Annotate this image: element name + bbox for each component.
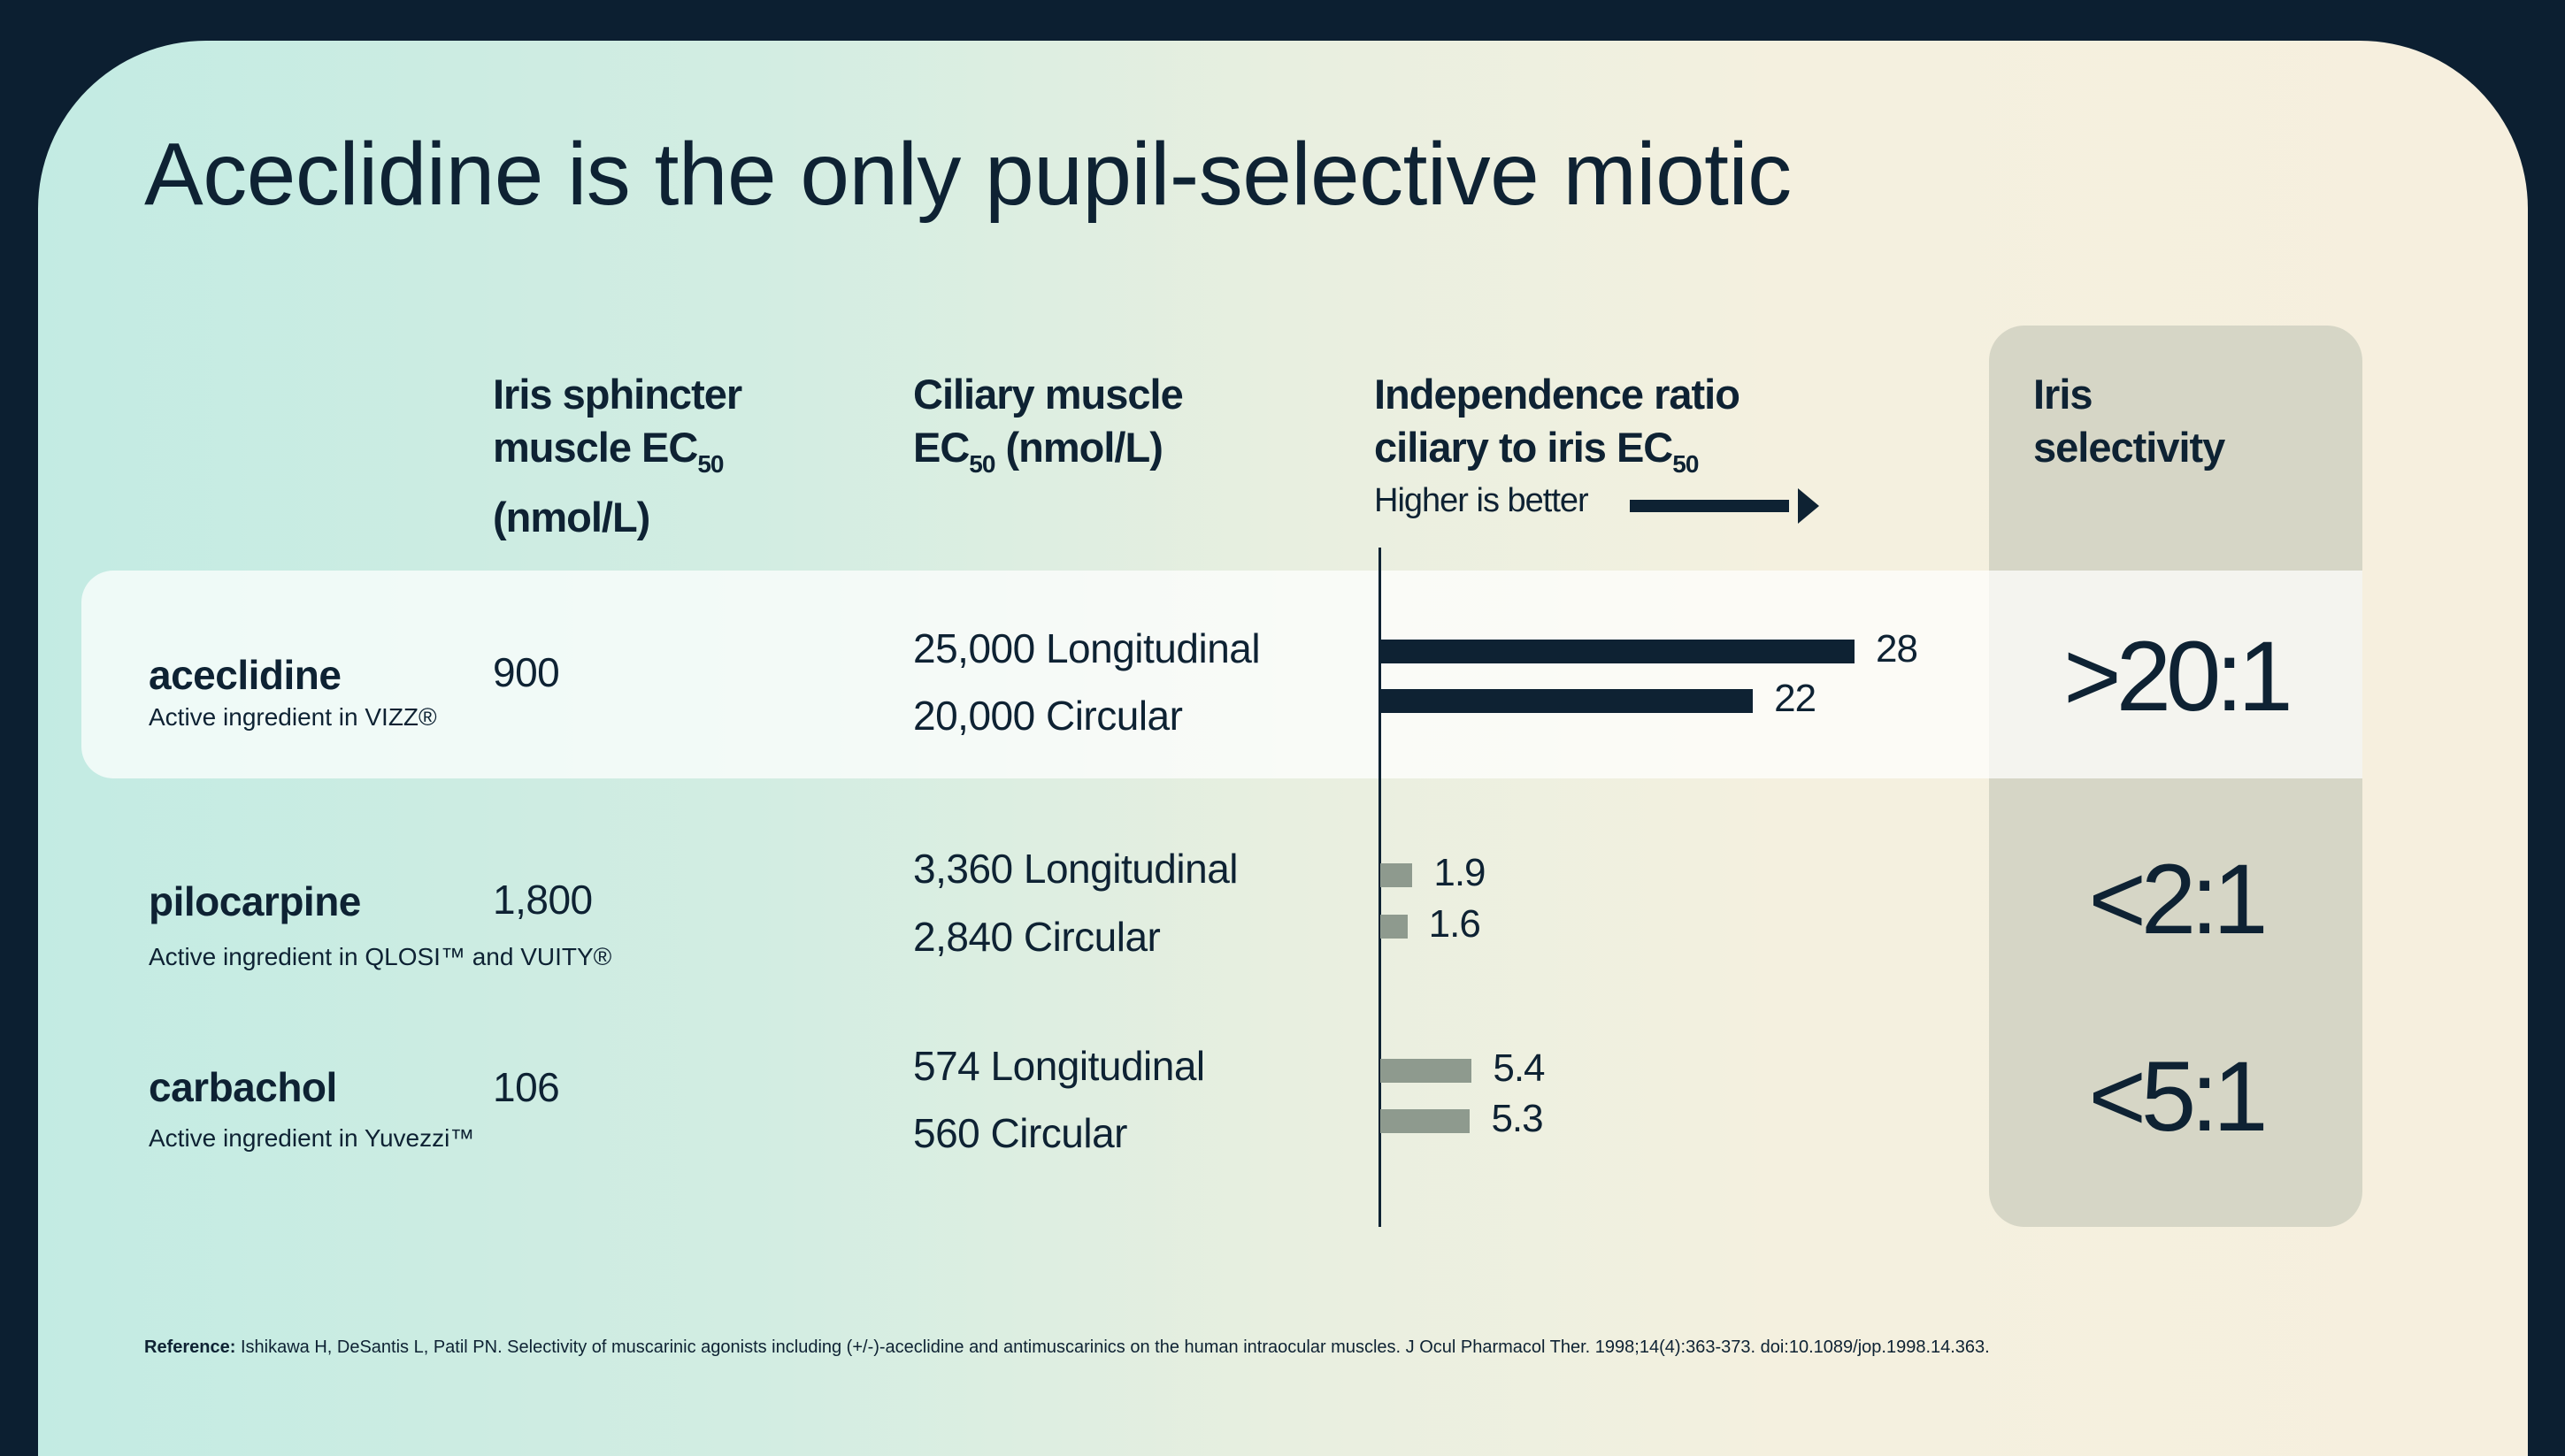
drug-name-pilocarpine: pilocarpine — [149, 878, 361, 924]
ciliary-longitudinal-value: 3,360 Longitudinal — [913, 846, 1239, 892]
header-text: muscle EC50 — [493, 421, 741, 491]
bar-value-label: 1.9 — [1433, 851, 1486, 894]
reference-footnote: Reference: Ishikawa H, DeSantis L, Patil… — [144, 1337, 1990, 1358]
aceclidine-highlight-row — [81, 571, 2362, 778]
bar-pilocarpine-circular — [1380, 915, 1408, 939]
bar-carbachol-longitudinal — [1380, 1059, 1472, 1083]
header-text: Iris — [2033, 371, 2093, 418]
drug-name-carbachol: carbachol — [149, 1064, 337, 1110]
header-text: ciliary to iris EC — [1374, 424, 1673, 471]
ciliary-circular-value: 560 Circular — [913, 1110, 1128, 1156]
bar-aceclidine-circular — [1380, 689, 1754, 713]
iris-ec50-value: 900 — [493, 649, 560, 695]
iris-ec50-value: 1,800 — [493, 877, 593, 923]
chart-axis-line — [1378, 548, 1381, 1227]
ciliary-circular-value: 20,000 Circular — [913, 693, 1183, 739]
drug-name-aceclidine: aceclidine — [149, 652, 342, 698]
bar-pilocarpine-longitudinal — [1380, 863, 1413, 887]
header-independence-ratio: Independence ratio ciliary to iris EC50 — [1374, 368, 1740, 491]
ciliary-circular-value: 2,840 Circular — [913, 914, 1161, 960]
bar-aceclidine-longitudinal — [1380, 640, 1855, 663]
arrow-right-icon — [1630, 500, 1789, 512]
header-text: Independence ratio — [1374, 371, 1740, 418]
reference-text: Ishikawa H, DeSantis L, Patil PN. Select… — [235, 1337, 1990, 1357]
bar-value-label: 5.3 — [1491, 1097, 1543, 1140]
iris-ec50-value: 106 — [493, 1064, 560, 1110]
header-text: (nmol/L) — [493, 494, 650, 540]
page-title: Aceclidine is the only pupil-selective m… — [144, 125, 1792, 224]
subscript: 50 — [1672, 450, 1699, 478]
bar-carbachol-circular — [1380, 1109, 1471, 1133]
header-text: Iris sphincter — [493, 371, 742, 418]
selectivity-value: >20:1 — [2063, 621, 2292, 732]
header-ciliary-ec50: Ciliary muscle EC50 (nmol/L) — [913, 368, 1184, 491]
subscript: 50 — [969, 450, 995, 478]
bar-value-label: 1.6 — [1428, 902, 1481, 946]
header-iris-selectivity: Iris selectivity — [2033, 368, 2225, 474]
drug-note: Active ingredient in QLOSI™ and VUITY® — [149, 943, 612, 970]
drug-note: Active ingredient in Yuvezzi™ — [149, 1124, 475, 1152]
selectivity-value: <2:1 — [2088, 844, 2268, 954]
ciliary-longitudinal-value: 25,000 Longitudinal — [913, 625, 1261, 671]
header-text: EC — [913, 424, 970, 471]
reference-label: Reference: — [144, 1337, 236, 1357]
header-text: Ciliary muscle — [913, 371, 1184, 418]
ciliary-longitudinal-value: 574 Longitudinal — [913, 1043, 1205, 1089]
bar-value-label: 28 — [1876, 627, 1918, 671]
arrow-head-icon — [1798, 488, 1819, 524]
header-text: muscle EC — [493, 424, 698, 471]
header-text: ciliary to iris EC50 — [1374, 421, 1739, 491]
drug-note: Active ingredient in VIZZ® — [149, 703, 437, 731]
selectivity-value: <5:1 — [2088, 1041, 2268, 1152]
header-iris-ec50: Iris sphincter muscle EC50 (nmol/L) — [493, 368, 742, 544]
header-text: selectivity — [2033, 424, 2225, 471]
higher-is-better-note: Higher is better — [1374, 482, 1589, 519]
subscript: 50 — [697, 450, 724, 478]
bar-value-label: 22 — [1774, 677, 1816, 720]
header-text: (nmol/L) — [995, 424, 1163, 471]
bar-value-label: 5.4 — [1493, 1046, 1545, 1090]
header-text: EC50 (nmol/L) — [913, 421, 1183, 491]
